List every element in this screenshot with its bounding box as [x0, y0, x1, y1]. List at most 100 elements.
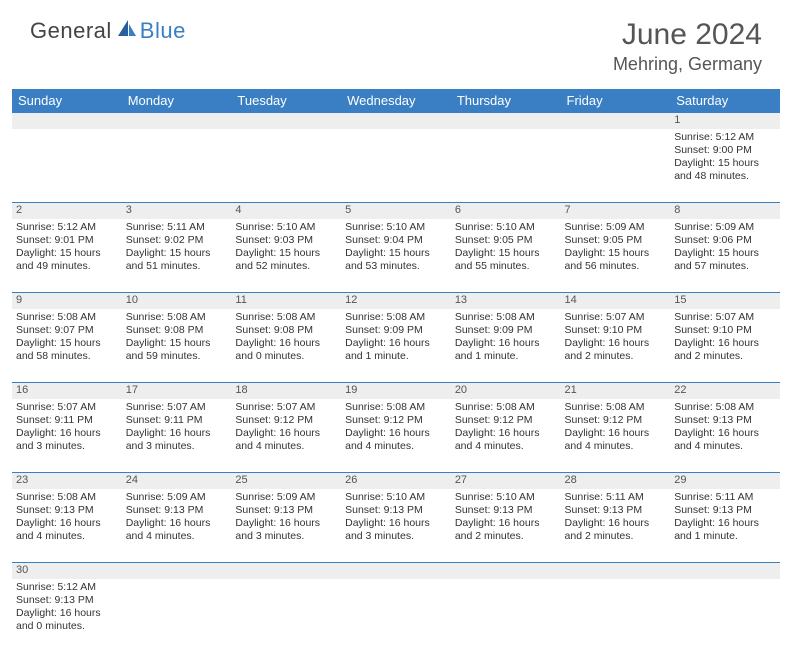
sunrise-text: Sunrise: 5:11 AM	[565, 491, 667, 504]
day-number-cell: 22	[670, 383, 780, 399]
daylight-text: and 4 minutes.	[674, 440, 776, 453]
day-content: Sunrise: 5:08 AMSunset: 9:12 PMDaylight:…	[561, 399, 671, 458]
sunset-text: Sunset: 9:13 PM	[235, 504, 337, 517]
weekday-header: Tuesday	[231, 89, 341, 113]
daylight-text: Daylight: 16 hours	[235, 517, 337, 530]
day-number-cell: 4	[231, 203, 341, 219]
daylight-text: Daylight: 16 hours	[565, 337, 667, 350]
day-content: Sunrise: 5:11 AMSunset: 9:02 PMDaylight:…	[122, 219, 232, 278]
day-number-cell: 16	[12, 383, 122, 399]
day-number-cell: 10	[122, 293, 232, 309]
sunrise-text: Sunrise: 5:08 AM	[565, 401, 667, 414]
sunrise-text: Sunrise: 5:11 AM	[674, 491, 776, 504]
day-cell	[670, 579, 780, 653]
daylight-text: Daylight: 15 hours	[16, 337, 118, 350]
daynum-row: 1	[12, 113, 780, 129]
daylight-text: and 4 minutes.	[16, 530, 118, 543]
weekday-header: Wednesday	[341, 89, 451, 113]
day-content: Sunrise: 5:11 AMSunset: 9:13 PMDaylight:…	[561, 489, 671, 548]
daylight-text: and 1 minute.	[674, 530, 776, 543]
day-content: Sunrise: 5:08 AMSunset: 9:12 PMDaylight:…	[341, 399, 451, 458]
day-cell: Sunrise: 5:12 AMSunset: 9:01 PMDaylight:…	[12, 219, 122, 293]
daylight-text: Daylight: 16 hours	[455, 337, 557, 350]
daylight-text: Daylight: 16 hours	[16, 607, 118, 620]
day-content: Sunrise: 5:12 AMSunset: 9:13 PMDaylight:…	[12, 579, 122, 638]
sunset-text: Sunset: 9:13 PM	[345, 504, 447, 517]
sunrise-text: Sunrise: 5:10 AM	[345, 491, 447, 504]
daylight-text: Daylight: 15 hours	[455, 247, 557, 260]
day-number-cell: 18	[231, 383, 341, 399]
sunrise-text: Sunrise: 5:09 AM	[235, 491, 337, 504]
sunset-text: Sunset: 9:08 PM	[235, 324, 337, 337]
sunset-text: Sunset: 9:13 PM	[565, 504, 667, 517]
day-number-cell: 3	[122, 203, 232, 219]
day-number-cell: 11	[231, 293, 341, 309]
daylight-text: and 3 minutes.	[235, 530, 337, 543]
daylight-text: and 4 minutes.	[126, 530, 228, 543]
daylight-text: and 48 minutes.	[674, 170, 776, 183]
daylight-text: Daylight: 16 hours	[345, 337, 447, 350]
day-cell: Sunrise: 5:08 AMSunset: 9:13 PMDaylight:…	[12, 489, 122, 563]
sunrise-text: Sunrise: 5:08 AM	[674, 401, 776, 414]
header-right: June 2024 Mehring, Germany	[613, 18, 762, 75]
sunrise-text: Sunrise: 5:07 AM	[126, 401, 228, 414]
daylight-text: and 3 minutes.	[126, 440, 228, 453]
day-cell: Sunrise: 5:08 AMSunset: 9:13 PMDaylight:…	[670, 399, 780, 473]
day-content: Sunrise: 5:08 AMSunset: 9:09 PMDaylight:…	[341, 309, 451, 368]
sunset-text: Sunset: 9:13 PM	[455, 504, 557, 517]
sunrise-text: Sunrise: 5:07 AM	[674, 311, 776, 324]
daylight-text: Daylight: 16 hours	[565, 517, 667, 530]
sunrise-text: Sunrise: 5:08 AM	[16, 311, 118, 324]
location-label: Mehring, Germany	[613, 54, 762, 75]
day-content: Sunrise: 5:07 AMSunset: 9:11 PMDaylight:…	[12, 399, 122, 458]
day-cell: Sunrise: 5:11 AMSunset: 9:02 PMDaylight:…	[122, 219, 232, 293]
day-number-cell: 30	[12, 563, 122, 579]
day-cell	[451, 579, 561, 653]
sunset-text: Sunset: 9:00 PM	[674, 144, 776, 157]
day-cell	[341, 129, 451, 203]
day-number-cell	[231, 563, 341, 579]
daylight-text: Daylight: 16 hours	[16, 427, 118, 440]
day-content: Sunrise: 5:07 AMSunset: 9:12 PMDaylight:…	[231, 399, 341, 458]
sunrise-text: Sunrise: 5:08 AM	[455, 401, 557, 414]
daylight-text: Daylight: 15 hours	[235, 247, 337, 260]
daynum-row: 2345678	[12, 203, 780, 219]
day-cell	[231, 579, 341, 653]
daynum-row: 23242526272829	[12, 473, 780, 489]
sunrise-text: Sunrise: 5:09 AM	[674, 221, 776, 234]
day-content: Sunrise: 5:11 AMSunset: 9:13 PMDaylight:…	[670, 489, 780, 548]
sunrise-text: Sunrise: 5:08 AM	[345, 311, 447, 324]
daylight-text: and 51 minutes.	[126, 260, 228, 273]
daylight-text: and 56 minutes.	[565, 260, 667, 273]
daylight-text: and 4 minutes.	[565, 440, 667, 453]
day-content: Sunrise: 5:09 AMSunset: 9:13 PMDaylight:…	[122, 489, 232, 548]
daylight-text: and 4 minutes.	[235, 440, 337, 453]
header: General Blue June 2024 Mehring, Germany	[0, 0, 792, 83]
day-number-cell	[122, 113, 232, 129]
day-content: Sunrise: 5:08 AMSunset: 9:08 PMDaylight:…	[122, 309, 232, 368]
daylight-text: and 2 minutes.	[565, 350, 667, 363]
daylight-text: Daylight: 15 hours	[674, 157, 776, 170]
daylight-text: and 57 minutes.	[674, 260, 776, 273]
sunset-text: Sunset: 9:09 PM	[455, 324, 557, 337]
day-cell: Sunrise: 5:08 AMSunset: 9:08 PMDaylight:…	[231, 309, 341, 383]
daylight-text: Daylight: 16 hours	[345, 427, 447, 440]
sunset-text: Sunset: 9:13 PM	[674, 504, 776, 517]
sunset-text: Sunset: 9:12 PM	[565, 414, 667, 427]
sunset-text: Sunset: 9:13 PM	[674, 414, 776, 427]
daylight-text: Daylight: 15 hours	[126, 337, 228, 350]
day-content: Sunrise: 5:09 AMSunset: 9:13 PMDaylight:…	[231, 489, 341, 548]
day-number-cell	[451, 113, 561, 129]
weekday-header: Monday	[122, 89, 232, 113]
sunset-text: Sunset: 9:10 PM	[565, 324, 667, 337]
daylight-text: and 49 minutes.	[16, 260, 118, 273]
sunset-text: Sunset: 9:13 PM	[16, 504, 118, 517]
daylight-text: and 58 minutes.	[16, 350, 118, 363]
day-number-cell: 17	[122, 383, 232, 399]
day-number-cell	[670, 563, 780, 579]
daylight-text: and 55 minutes.	[455, 260, 557, 273]
day-number-cell: 6	[451, 203, 561, 219]
sunset-text: Sunset: 9:03 PM	[235, 234, 337, 247]
daylight-text: Daylight: 16 hours	[126, 517, 228, 530]
week-content-row: Sunrise: 5:08 AMSunset: 9:07 PMDaylight:…	[12, 309, 780, 383]
